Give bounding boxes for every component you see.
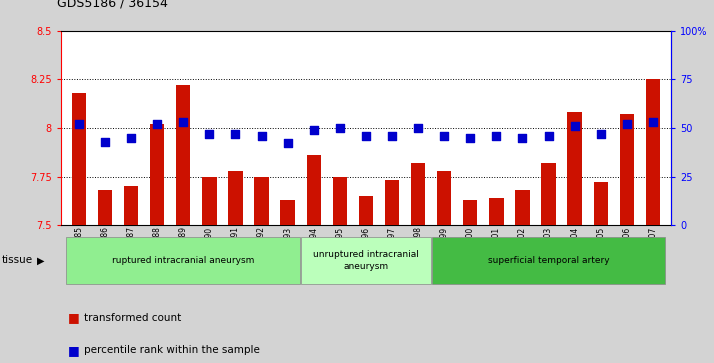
FancyBboxPatch shape [432,237,665,284]
Bar [437,171,451,225]
Bar [228,171,243,225]
Bar [516,190,530,225]
Bar [150,124,164,225]
Bar [281,200,295,225]
Point [334,125,346,131]
Bar [254,176,268,225]
Point [230,131,241,137]
Text: percentile rank within the sample: percentile rank within the sample [84,345,259,355]
Bar [489,198,503,225]
Bar [306,155,321,225]
Bar [620,114,634,225]
Bar [176,85,191,225]
Point [543,133,554,139]
Bar [333,176,347,225]
Text: ▶: ▶ [37,256,45,265]
Text: transformed count: transformed count [84,313,181,323]
Bar [98,190,112,225]
Bar [358,196,373,225]
Bar [593,182,608,225]
Point [178,119,189,125]
Point [151,121,163,127]
Text: superficial temporal artery: superficial temporal artery [488,256,609,265]
FancyBboxPatch shape [66,237,300,284]
Text: GDS5186 / 36154: GDS5186 / 36154 [57,0,168,9]
Point [438,133,450,139]
Point [360,133,371,139]
FancyBboxPatch shape [301,237,431,284]
Bar [463,200,478,225]
Point [256,133,267,139]
Text: ruptured intracranial aneurysm: ruptured intracranial aneurysm [112,256,254,265]
Point [569,123,580,129]
Point [99,139,111,144]
Text: unruptured intracranial
aneurysm: unruptured intracranial aneurysm [313,250,419,270]
Point [595,131,606,137]
Bar [568,113,582,225]
Bar [72,93,86,225]
Point [203,131,215,137]
Point [386,133,398,139]
Bar [385,180,399,225]
Bar [541,163,555,225]
Point [517,135,528,140]
Text: ■: ■ [68,311,79,324]
Bar [645,79,660,225]
Text: ■: ■ [68,344,79,357]
Point [621,121,633,127]
Point [74,121,85,127]
Point [308,127,319,133]
Point [413,125,424,131]
Bar [202,176,216,225]
Point [647,119,658,125]
Point [126,135,137,140]
Point [491,133,502,139]
Point [282,140,293,146]
Point [465,135,476,140]
Bar [411,163,426,225]
Text: tissue: tissue [1,256,33,265]
Bar [124,186,139,225]
